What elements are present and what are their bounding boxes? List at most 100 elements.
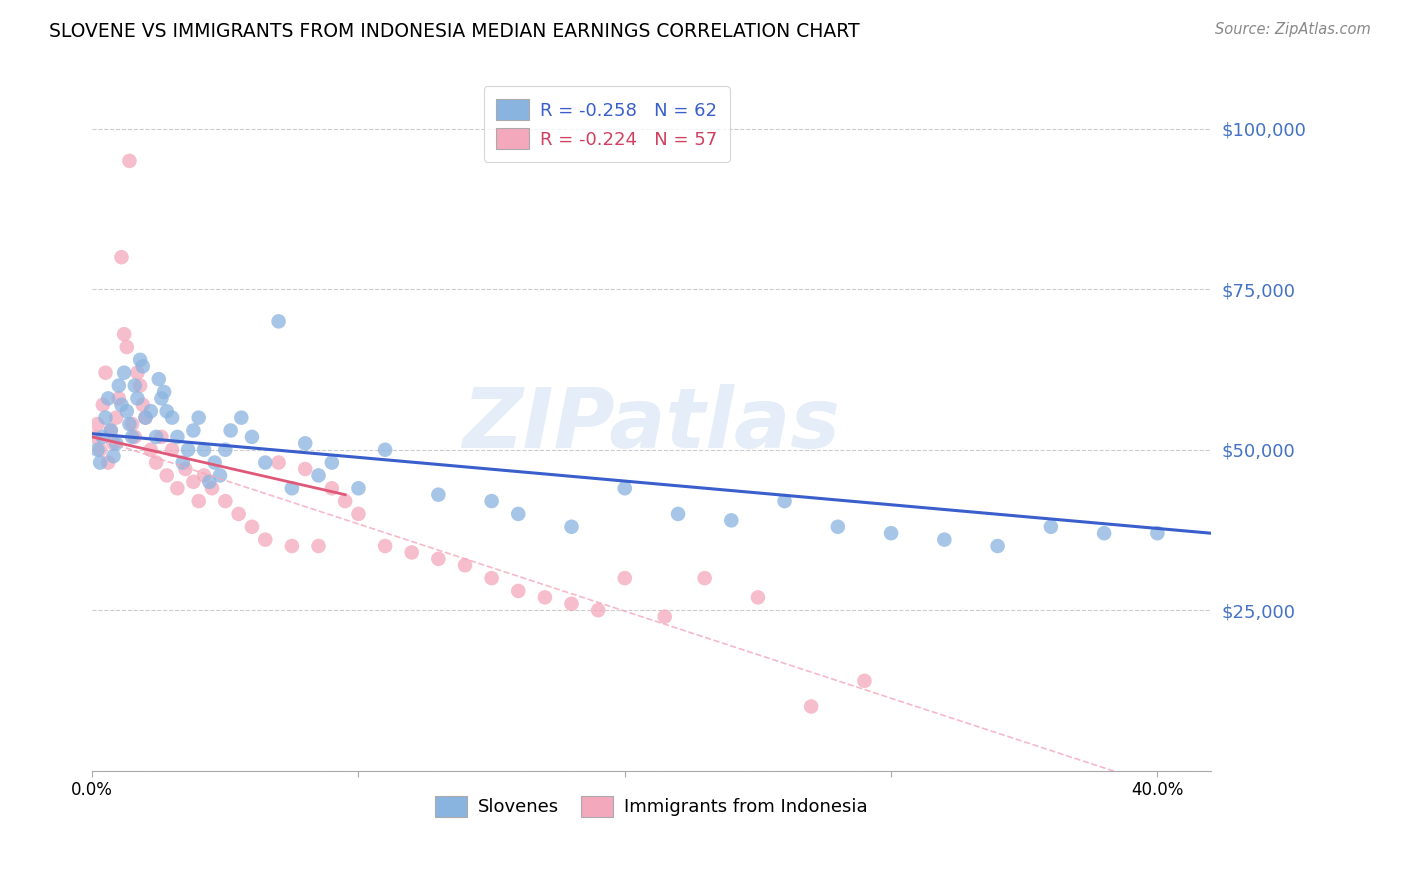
Point (132, 398, 155, 412)
Point (281, 539, 304, 553)
Point (97, 456, 120, 470)
Point (156, 468, 179, 483)
Point (156, 404, 179, 418)
Point (112, 366, 135, 380)
Point (86, 442, 108, 457)
Point (148, 372, 170, 386)
Point (294, 436, 316, 450)
Point (1092, 526, 1115, 541)
Point (108, 392, 131, 406)
Point (294, 462, 316, 476)
Point (204, 456, 226, 470)
Point (100, 424, 122, 438)
Point (177, 442, 200, 457)
Point (240, 430, 263, 444)
Point (100, 424, 122, 438)
Point (124, 430, 146, 444)
Point (800, 699, 823, 714)
Point (374, 442, 396, 457)
Point (481, 494, 503, 508)
Point (267, 314, 290, 328)
Point (281, 481, 304, 495)
Point (254, 533, 277, 547)
Point (124, 378, 146, 392)
Point (308, 539, 330, 553)
Point (105, 410, 128, 425)
Point (132, 359, 155, 374)
Point (374, 539, 396, 553)
Point (347, 481, 370, 495)
Point (121, 430, 143, 444)
Point (134, 410, 156, 425)
Point (89, 456, 111, 470)
Point (228, 507, 250, 521)
Point (112, 327, 135, 342)
Point (139, 442, 162, 457)
Point (208, 468, 231, 483)
Point (91, 398, 114, 412)
Point (427, 488, 450, 502)
Point (613, 481, 636, 495)
Point (183, 475, 205, 489)
Point (1146, 526, 1168, 541)
Point (153, 384, 176, 399)
Point (308, 468, 330, 483)
Point (1039, 520, 1062, 534)
Point (166, 430, 188, 444)
Point (214, 442, 236, 457)
Point (129, 352, 152, 367)
Point (110, 398, 132, 412)
Point (108, 378, 131, 392)
Point (103, 436, 125, 450)
Point (214, 494, 236, 508)
Point (91, 430, 114, 444)
Point (94, 366, 117, 380)
Point (267, 456, 290, 470)
Point (129, 378, 152, 392)
Point (747, 591, 769, 605)
Point (454, 558, 477, 573)
Point (89, 442, 111, 457)
Point (127, 392, 149, 406)
Point (86, 417, 108, 431)
Point (560, 520, 582, 534)
Point (110, 250, 132, 264)
Point (103, 449, 125, 463)
Point (174, 462, 197, 476)
Point (166, 481, 188, 495)
Point (201, 481, 224, 495)
Point (193, 468, 215, 483)
Point (115, 404, 138, 418)
Point (97, 392, 120, 406)
Point (118, 153, 141, 168)
Point (321, 481, 343, 495)
Point (193, 442, 215, 457)
Point (934, 533, 956, 547)
Point (613, 571, 636, 585)
Point (83, 430, 105, 444)
Point (219, 424, 242, 438)
Point (720, 513, 742, 527)
Point (880, 526, 903, 541)
Point (121, 417, 143, 431)
Point (654, 609, 676, 624)
Point (401, 545, 423, 559)
Point (853, 673, 876, 688)
Point (183, 424, 205, 438)
Legend: Slovenes, Immigrants from Indonesia: Slovenes, Immigrants from Indonesia (427, 789, 875, 824)
Point (139, 404, 162, 418)
Point (160, 410, 183, 425)
Point (773, 494, 796, 508)
Point (534, 591, 557, 605)
Point (187, 410, 209, 425)
Point (115, 340, 138, 354)
Point (127, 366, 149, 380)
Point (105, 436, 128, 450)
Point (198, 475, 221, 489)
Point (827, 520, 849, 534)
Point (231, 410, 253, 425)
Point (134, 410, 156, 425)
Point (427, 552, 450, 566)
Point (187, 494, 209, 508)
Point (118, 417, 141, 431)
